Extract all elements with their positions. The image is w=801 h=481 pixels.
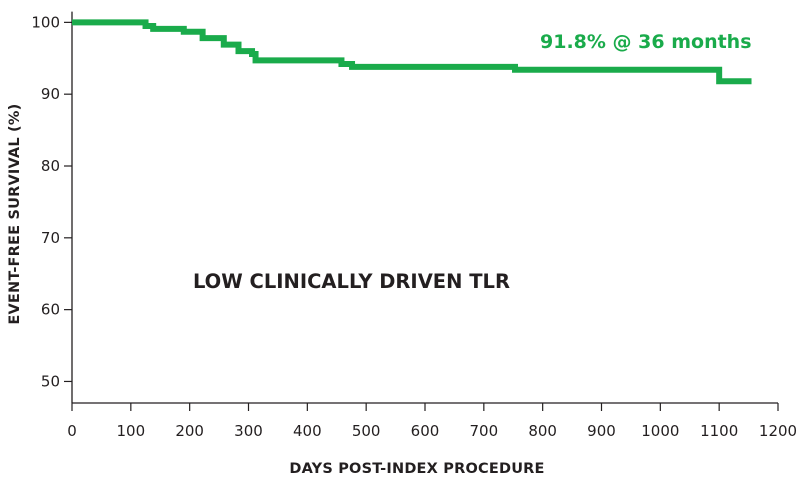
end-value-annotation: 91.8% @ 36 months [540, 31, 752, 53]
x-axis-title: DAYS POST-INDEX PROCEDURE [289, 461, 544, 477]
x-tick-label: 100 [117, 422, 146, 440]
x-tick-label: 0 [67, 422, 77, 440]
y-tick-label: 50 [41, 372, 60, 390]
x-tick-label: 700 [470, 422, 499, 440]
x-tick-label: 300 [234, 422, 263, 440]
x-tick-label: 800 [528, 422, 557, 440]
survival-curve-line [72, 19, 752, 85]
y-tick-label: 60 [41, 301, 60, 319]
x-tick-label: 1200 [759, 422, 797, 440]
center-annotation: LOW CLINICALLY DRIVEN TLR [193, 270, 510, 293]
y-tick-label: 80 [41, 157, 60, 175]
y-axis-title: EVENT-FREE SURVIVAL (%) [7, 104, 23, 325]
labels-layer: 0 100 200 300 400 500 600 700 800 900 1000 1100 1200… [7, 13, 797, 477]
x-tick-label: 900 [587, 422, 616, 440]
y-tick-label: 90 [41, 85, 60, 103]
y-tick-label: 70 [41, 229, 60, 247]
axes [64, 11, 779, 411]
x-tick-label: 400 [293, 422, 322, 440]
x-tick-label: 600 [411, 422, 440, 440]
series-layer [72, 19, 752, 85]
y-tick-label: 100 [31, 13, 60, 31]
x-tick-label: 500 [352, 422, 381, 440]
x-tick-label: 200 [175, 422, 204, 440]
x-tick-label: 1100 [700, 422, 738, 440]
x-tick-label: 1000 [641, 422, 679, 440]
